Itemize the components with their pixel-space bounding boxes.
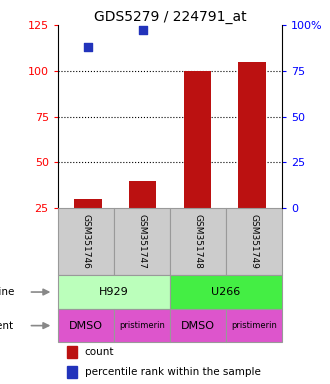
Bar	[114, 208, 170, 275]
Bar	[238, 61, 266, 208]
Bar	[183, 71, 211, 208]
Text: GSM351746: GSM351746	[81, 214, 90, 269]
Text: count: count	[85, 347, 114, 358]
Bar	[67, 346, 77, 358]
Bar	[170, 208, 226, 275]
Bar	[226, 309, 282, 343]
Point	[195, 0, 200, 6]
Bar	[170, 309, 226, 343]
Bar	[226, 208, 282, 275]
Point	[140, 27, 145, 33]
Bar	[114, 309, 170, 343]
Bar	[58, 275, 170, 309]
Text: percentile rank within the sample: percentile rank within the sample	[85, 367, 261, 377]
Text: cell line: cell line	[0, 287, 14, 297]
Bar	[129, 180, 156, 208]
Bar	[170, 275, 282, 309]
Bar	[58, 309, 114, 343]
Text: GSM351749: GSM351749	[249, 214, 259, 269]
Bar	[67, 366, 77, 378]
Text: H929: H929	[99, 287, 129, 297]
Bar	[58, 208, 114, 275]
Text: agent: agent	[0, 321, 14, 331]
Title: GDS5279 / 224791_at: GDS5279 / 224791_at	[94, 10, 246, 24]
Bar	[74, 199, 102, 208]
Text: GSM351748: GSM351748	[193, 214, 203, 269]
Text: DMSO: DMSO	[181, 321, 215, 331]
Text: DMSO: DMSO	[69, 321, 103, 331]
Text: pristimerin: pristimerin	[231, 321, 277, 330]
Text: U266: U266	[212, 287, 241, 297]
Point	[85, 44, 90, 50]
Text: pristimerin: pristimerin	[119, 321, 165, 330]
Text: GSM351747: GSM351747	[137, 214, 147, 269]
Point	[249, 0, 255, 6]
